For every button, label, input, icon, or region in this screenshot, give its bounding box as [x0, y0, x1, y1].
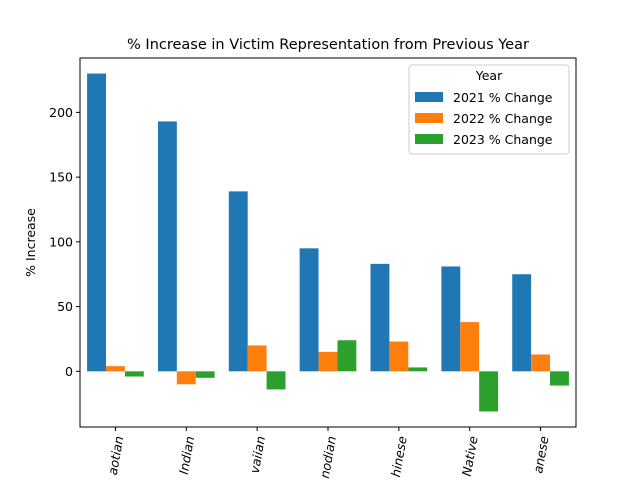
legend-label: 2021 % Change [453, 90, 553, 105]
bar [550, 371, 569, 386]
x-tick-label: vaiian [247, 435, 268, 475]
bar [124, 371, 144, 377]
legend-title: Year [475, 68, 503, 83]
y-axis: 0 50 100 150 200 [49, 105, 80, 379]
y-tick-label: 0 [65, 364, 73, 379]
x-tick-label: Indian [176, 435, 197, 476]
x-axis: aotian Indian vaiian nodian hinese Native anes… [105, 427, 552, 479]
bar [105, 366, 125, 372]
bar [389, 341, 409, 372]
bar [266, 371, 286, 390]
legend: Year 2021 % Change 2022 % Change 2023 % Cha… [408, 64, 570, 155]
bar [157, 121, 177, 372]
legend-swatch [415, 113, 443, 123]
y-tick-label: 200 [49, 105, 73, 120]
y-axis-label: % Increase [23, 208, 38, 277]
chart-title: % Increase in Victim Representation from… [127, 37, 529, 53]
x-tick-label: Native [459, 435, 481, 478]
bar [441, 266, 461, 372]
legend-label: 2022 % Change [453, 111, 553, 126]
x-tick-label: aotian [105, 435, 127, 476]
plot-frame [79, 57, 577, 428]
bar [337, 340, 357, 372]
bar [247, 345, 267, 372]
bar [408, 367, 428, 372]
bar [512, 274, 532, 372]
x-tick-label: anese [530, 435, 551, 475]
legend-box [408, 64, 570, 155]
bar [479, 371, 499, 412]
legend-swatch [415, 134, 443, 144]
bar [531, 354, 551, 372]
y-tick-label: 100 [49, 234, 73, 249]
bar [87, 73, 106, 372]
x-tick-label: hinese [388, 435, 410, 478]
bar [228, 191, 248, 372]
bar [460, 322, 480, 372]
y-tick-label: 150 [49, 170, 73, 185]
y-tick-label: 50 [57, 299, 73, 314]
bar [299, 248, 319, 372]
legend-swatch [415, 92, 443, 102]
bar [195, 371, 215, 378]
bar [370, 263, 390, 372]
x-tick-label: nodian [317, 435, 339, 480]
bar [176, 371, 196, 385]
legend-label: 2023 % Change [453, 132, 553, 147]
bars [87, 73, 569, 412]
bar [318, 351, 338, 372]
